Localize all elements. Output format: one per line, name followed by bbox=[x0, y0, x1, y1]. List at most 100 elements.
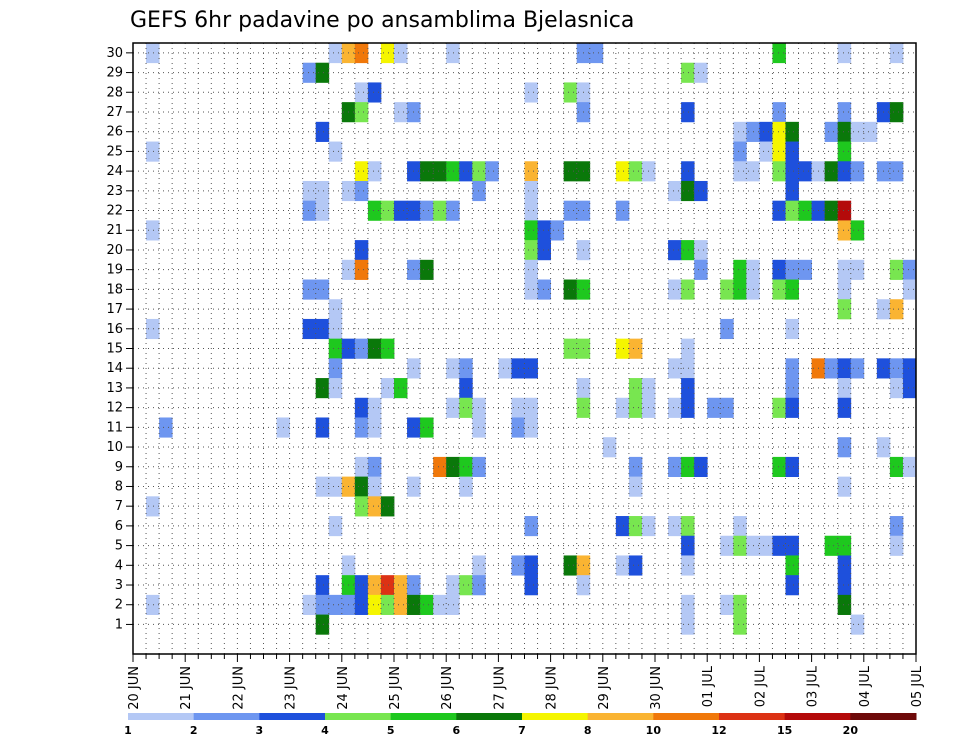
heatmap-cell bbox=[628, 476, 643, 497]
heatmap-cell bbox=[420, 161, 434, 182]
heatmap-cell bbox=[785, 200, 799, 221]
x-tick-label: 29 JUN bbox=[597, 666, 612, 710]
x-tick-label: 27 JUN bbox=[492, 666, 507, 710]
y-tick-label: 14 bbox=[106, 361, 123, 376]
heatmap-cell bbox=[850, 614, 865, 635]
heatmap-cell bbox=[328, 378, 343, 399]
y-tick-label: 8 bbox=[115, 479, 123, 494]
heatmap-cell bbox=[524, 220, 538, 241]
heatmap-cell bbox=[472, 161, 486, 182]
heatmap-cell bbox=[354, 43, 369, 64]
heatmap-cell bbox=[146, 43, 160, 64]
heatmap-cell bbox=[615, 516, 630, 537]
heatmap-cell bbox=[563, 200, 578, 221]
heatmap-cell bbox=[433, 456, 447, 478]
heatmap-cell bbox=[420, 200, 434, 221]
colorbar-swatch bbox=[193, 713, 260, 720]
heatmap-cell bbox=[772, 102, 786, 123]
heatmap-cell bbox=[563, 338, 578, 359]
heatmap-cell bbox=[315, 279, 330, 300]
heatmap-cell bbox=[733, 535, 747, 556]
heatmap-cell bbox=[733, 259, 747, 280]
heatmap-cell bbox=[785, 555, 799, 576]
heatmap-cell bbox=[367, 496, 382, 517]
heatmap-cell bbox=[824, 161, 839, 182]
heatmap-cell bbox=[889, 378, 904, 399]
y-tick-label: 3 bbox=[115, 578, 123, 593]
x-tick-label: 23 JUN bbox=[284, 666, 299, 710]
heatmap-cell bbox=[668, 516, 682, 537]
heatmap-cell bbox=[328, 141, 343, 162]
heatmap-cell bbox=[837, 141, 852, 162]
y-tick-label: 6 bbox=[115, 519, 123, 534]
heatmap-cell bbox=[628, 456, 643, 478]
heatmap-cell bbox=[837, 378, 852, 399]
heatmap-cell bbox=[772, 43, 786, 64]
heatmap-cell bbox=[563, 82, 578, 103]
heatmap-cell bbox=[850, 259, 865, 280]
heatmap-cell bbox=[785, 318, 799, 340]
colorbar-label: 8 bbox=[584, 724, 592, 737]
heatmap-cell bbox=[472, 555, 486, 576]
x-tick-label: 30 JUN bbox=[649, 666, 664, 710]
heatmap-cell bbox=[459, 575, 473, 596]
colorbar-label: 10 bbox=[646, 724, 662, 737]
heatmap-cell bbox=[733, 141, 747, 162]
heatmap-cell bbox=[498, 358, 512, 379]
colorbar-label: 15 bbox=[777, 724, 792, 737]
heatmap-cell bbox=[681, 516, 695, 537]
heatmap-cell bbox=[563, 161, 578, 182]
colorbar-swatch bbox=[587, 713, 654, 720]
heatmap-cell bbox=[459, 161, 473, 182]
heatmap-cell bbox=[837, 397, 852, 418]
heatmap-cell bbox=[446, 575, 460, 596]
heatmap-cell bbox=[681, 161, 695, 182]
heatmap-cell bbox=[394, 200, 408, 221]
heatmap-cell bbox=[733, 279, 747, 300]
heatmap-cell bbox=[537, 220, 551, 241]
heatmap-cell bbox=[615, 200, 630, 221]
heatmap-cell bbox=[785, 180, 799, 202]
y-tick-label: 9 bbox=[115, 460, 123, 475]
heatmap-cell bbox=[420, 594, 434, 615]
heatmap-cell bbox=[367, 476, 382, 497]
heatmap-cell bbox=[367, 200, 382, 221]
heatmap-cell bbox=[459, 358, 473, 379]
heatmap-cell bbox=[889, 516, 904, 537]
heatmap-cell bbox=[681, 279, 695, 300]
heatmap-cell bbox=[824, 358, 839, 379]
y-tick-label: 20 bbox=[106, 243, 123, 258]
heatmap-cell bbox=[785, 358, 799, 379]
heatmap-cell bbox=[628, 516, 643, 537]
heatmap-cell bbox=[837, 161, 852, 182]
heatmap-cell bbox=[563, 555, 578, 576]
x-tick-label: 20 JUN bbox=[127, 666, 142, 710]
heatmap-cell bbox=[772, 141, 786, 162]
heatmap-cell bbox=[524, 279, 538, 300]
heatmap-cell bbox=[615, 338, 630, 359]
x-tick-label: 05 JUL bbox=[910, 665, 925, 707]
heatmap-cell bbox=[772, 259, 786, 280]
heatmap-cell bbox=[354, 102, 369, 123]
heatmap-cell bbox=[889, 102, 904, 123]
heatmap-cell bbox=[850, 220, 865, 241]
heatmap-cell bbox=[146, 496, 160, 517]
heatmap-cell bbox=[446, 161, 460, 182]
heatmap-cell bbox=[315, 594, 330, 615]
heatmap-cell bbox=[472, 456, 486, 478]
heatmap-cell bbox=[850, 358, 865, 379]
heatmap-cell bbox=[694, 240, 708, 261]
y-tick-label: 12 bbox=[106, 401, 123, 416]
heatmap-cell bbox=[354, 180, 369, 202]
heatmap-cell bbox=[315, 476, 330, 497]
heatmap-cell bbox=[315, 62, 330, 83]
heatmap-cell bbox=[837, 555, 852, 576]
heatmap-cell bbox=[550, 220, 565, 241]
heatmap-cell bbox=[315, 614, 330, 635]
heatmap-cell bbox=[694, 180, 708, 202]
heatmap-cell bbox=[889, 161, 904, 182]
colorbar-label: 4 bbox=[321, 724, 329, 737]
heatmap-cell bbox=[524, 259, 538, 280]
heatmap-cell bbox=[785, 397, 799, 418]
heatmap-cell bbox=[459, 456, 473, 478]
